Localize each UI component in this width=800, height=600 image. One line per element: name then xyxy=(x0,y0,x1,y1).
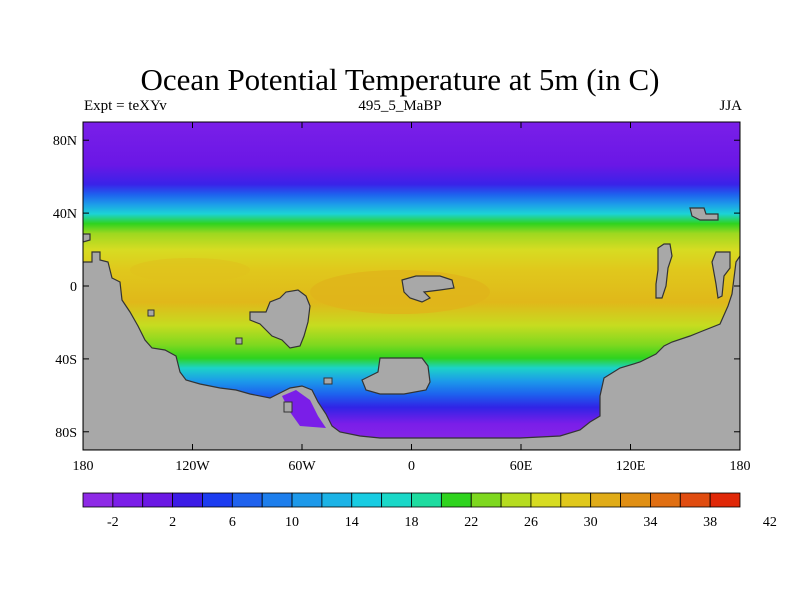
land-west-edge xyxy=(83,233,91,243)
colorbar-label: 2 xyxy=(169,515,176,530)
colorbar-label: 18 xyxy=(405,515,419,530)
colorbar-swatch xyxy=(261,492,293,508)
land-islet-4 xyxy=(323,377,333,385)
warm-pool-tropical xyxy=(310,270,490,314)
x-tick-label: 180 xyxy=(73,459,94,474)
colorbar-label: 14 xyxy=(345,515,359,530)
land-south xyxy=(361,357,431,395)
colorbar-label: 42 xyxy=(763,515,777,530)
x-tick-label: 60W xyxy=(288,459,316,474)
land-west-tropical xyxy=(249,289,311,349)
y-tick-label: 80N xyxy=(53,134,77,149)
colorbar-label: 30 xyxy=(584,515,598,530)
warm-pool-west xyxy=(130,258,250,282)
colorbar-swatch xyxy=(590,492,621,508)
x-tick-label: 60E xyxy=(510,459,533,474)
colorbar-swatch xyxy=(142,492,173,508)
colorbar-swatch xyxy=(530,492,562,508)
colorbar-swatch xyxy=(351,492,383,508)
y-tick-label: 80S xyxy=(55,426,77,441)
colorbar-swatch xyxy=(381,492,412,508)
land-islet-2 xyxy=(147,309,155,317)
colorbar-swatch xyxy=(470,492,502,508)
colorbar-swatch xyxy=(560,492,592,508)
colorbar-label: 26 xyxy=(524,515,538,530)
land-southwest xyxy=(83,251,740,450)
y-tick-label: 0 xyxy=(70,280,77,295)
land-east-3 xyxy=(711,251,731,299)
y-tick-label: 40S xyxy=(55,353,77,368)
colorbar-swatch xyxy=(650,492,681,508)
colorbar-swatch xyxy=(679,492,711,508)
colorbar-swatch xyxy=(411,492,442,508)
colorbar-swatch xyxy=(440,492,472,508)
colorbar-label: 22 xyxy=(464,515,478,530)
cold-bay xyxy=(282,390,326,428)
colorbar-swatch xyxy=(500,492,532,508)
colorbar-swatch xyxy=(172,492,203,508)
season-label: JJA xyxy=(719,98,742,114)
colorbar-swatch xyxy=(709,492,741,508)
x-tick-label: 180 xyxy=(730,459,751,474)
experiment-label: Expt = teXYv xyxy=(84,98,167,114)
colorbar-swatch xyxy=(112,492,144,508)
colorbar-label: 10 xyxy=(285,515,299,530)
land-islet xyxy=(283,401,293,413)
period-label: 495_5_MaBP xyxy=(358,98,442,114)
land-islet-3 xyxy=(235,337,243,345)
x-tick-label: 120E xyxy=(616,459,646,474)
colorbar-label: 6 xyxy=(229,515,236,530)
land-central xyxy=(401,275,455,303)
colorbar-label: -2 xyxy=(107,515,119,530)
colorbar-swatch xyxy=(82,492,114,508)
colorbar-swatch xyxy=(620,492,651,508)
colorbar-label: 38 xyxy=(703,515,717,530)
y-axis: 80N 40N 0 40S 80S xyxy=(53,134,740,441)
colorbar-swatch xyxy=(321,492,353,508)
y-tick-label: 40N xyxy=(53,207,77,222)
land-east-1 xyxy=(655,243,673,299)
colorbar-swatch xyxy=(202,492,233,508)
map-title: Ocean Potential Temperature at 5m (in C) xyxy=(140,62,660,97)
x-axis: 180 120W 60W 0 60E 120E 180 xyxy=(73,122,751,474)
colorbar-swatch xyxy=(291,492,323,508)
colorbar: -2 2 6 10 14 18 22 26 30 34 38 42 xyxy=(82,492,777,530)
colorbar-label: 34 xyxy=(643,515,657,530)
land-east-2 xyxy=(689,207,719,221)
colorbar-swatch xyxy=(231,492,263,508)
x-tick-label: 0 xyxy=(408,459,415,474)
x-tick-label: 120W xyxy=(175,459,210,474)
